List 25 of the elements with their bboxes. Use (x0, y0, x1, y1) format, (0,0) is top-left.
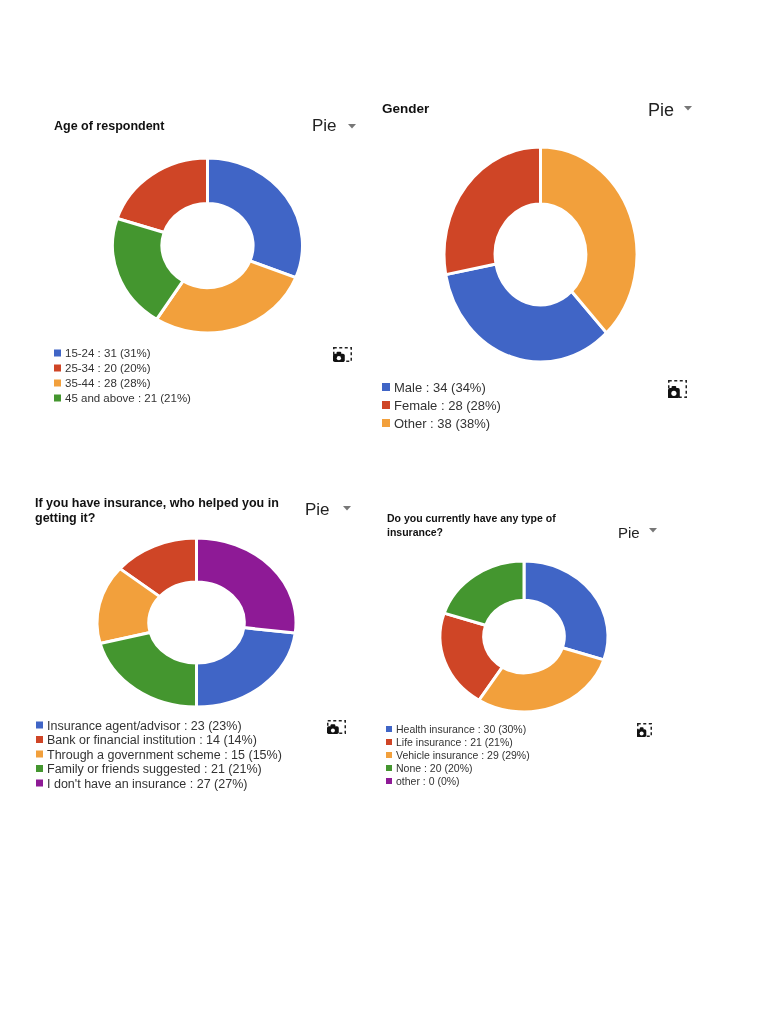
legend-label: I don't have an insurance : 27 (27%) (47, 776, 248, 791)
text: Pie (648, 99, 675, 120)
legend-label: None : 20 (20%) (396, 761, 473, 774)
chart-title: Age of respondent (54, 118, 166, 133)
legend-label: 25-34 : 20 (20%) (65, 362, 151, 375)
legend-label: 15-24 : 31 (31%) (65, 347, 151, 360)
legend-label: 35-44 : 28 (28%) (65, 377, 151, 390)
legend-label: Other : 38 (38%) (394, 415, 491, 431)
legend-label: other : 0 (0%) (396, 774, 460, 787)
text: Pie (305, 500, 330, 519)
text: Pie (312, 116, 337, 135)
legend-label: Bank or financial institution : 14 (14%) (47, 733, 257, 747)
legend-label: Life insurance : 21 (21%) (396, 735, 513, 748)
legend-label: Health insurance : 30 (30%) (396, 722, 527, 735)
legend-label: Through a government scheme : 15 (15%) (47, 747, 282, 762)
text: Pie (618, 523, 640, 541)
legend-label: Vehicle insurance : 29 (29%) (396, 748, 530, 761)
chart-title: Do you currently have any type of insurance? (387, 512, 557, 538)
chart-title: If you have insurance, who helped you in getting it? (35, 495, 279, 525)
legend-label: 45 and above : 21 (21%) (65, 392, 192, 405)
chart-title: Gender (382, 101, 431, 116)
legend-label: Female : 28 (28%) (394, 397, 501, 413)
legend-label: Family or friends suggested : 21 (21%) (47, 762, 262, 776)
legend-label: Male : 34 (34%) (394, 379, 486, 395)
legend-label: Insurance agent/advisor : 23 (23%) (47, 718, 242, 733)
